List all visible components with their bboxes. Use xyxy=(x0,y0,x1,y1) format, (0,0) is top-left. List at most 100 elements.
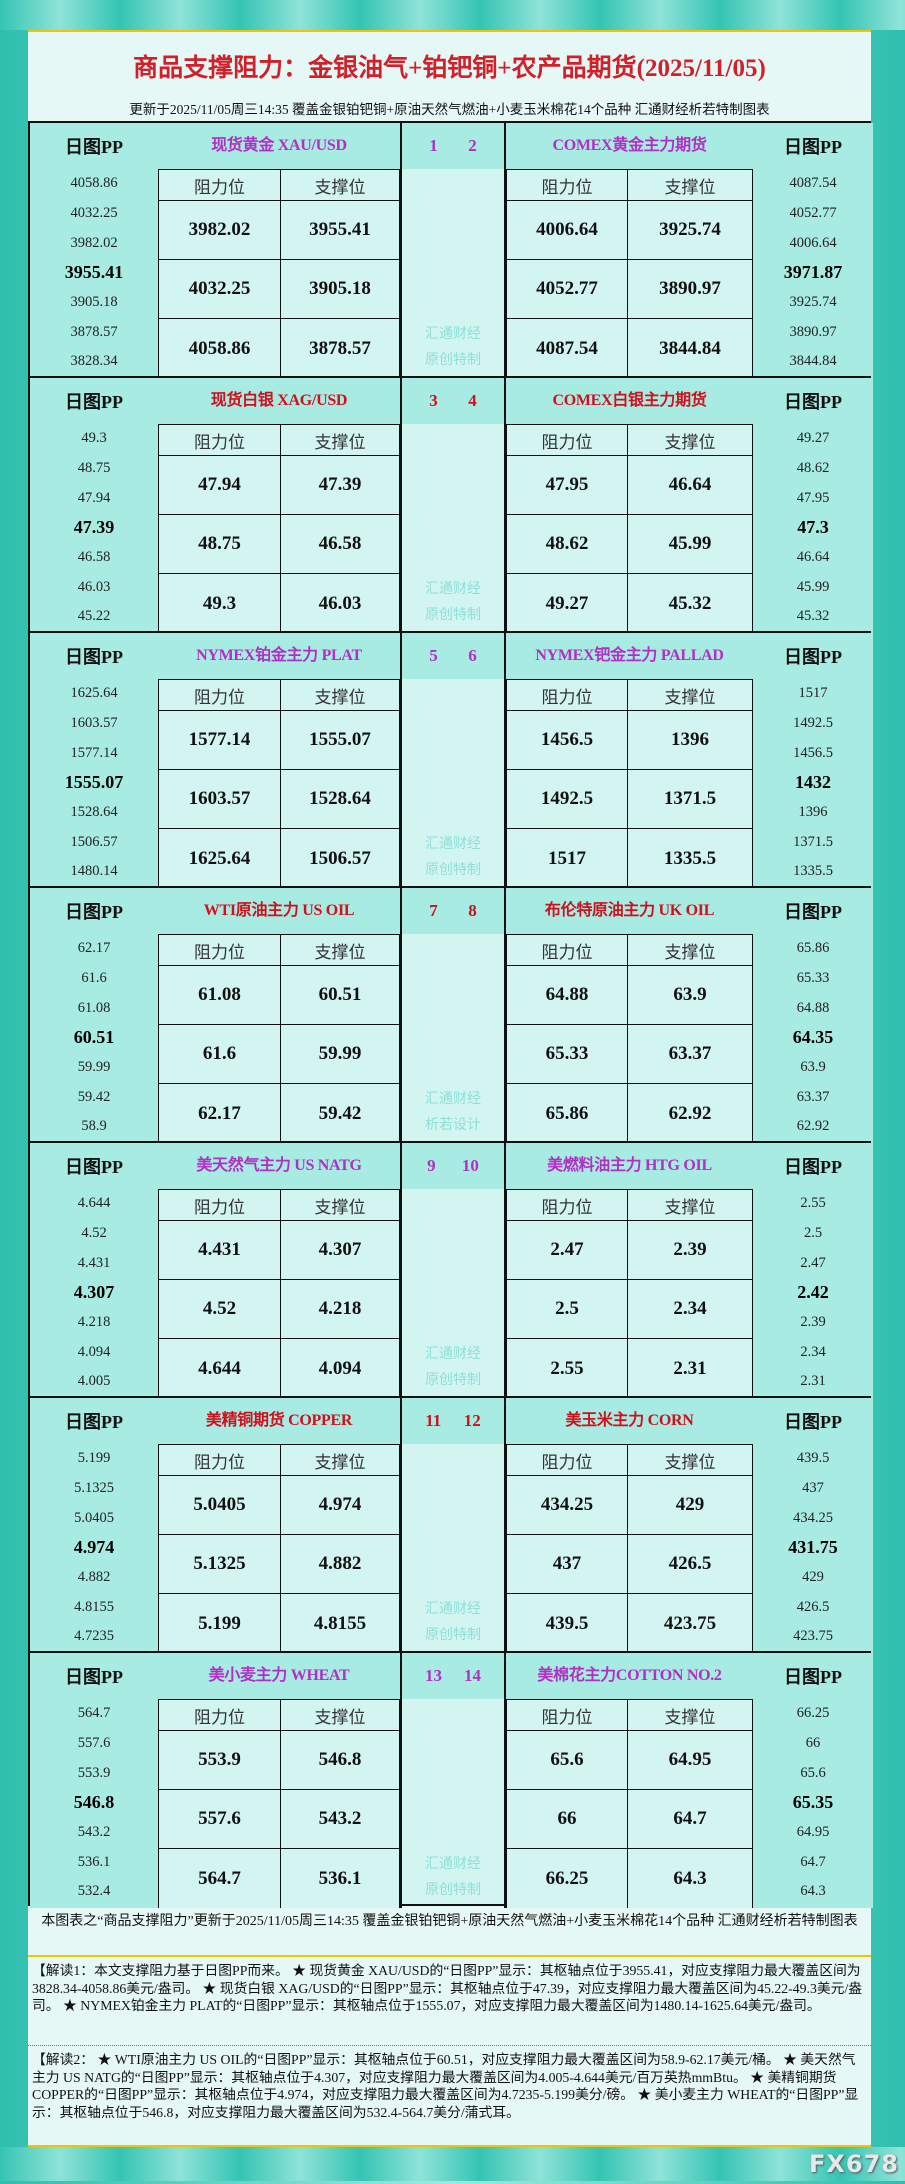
watermark-line: 汇通财经 xyxy=(425,1347,481,1362)
support-value: 46.58 xyxy=(280,514,400,573)
pivot-point-value: 1555.07 xyxy=(64,772,124,793)
pivot-level-value: 58.9 xyxy=(81,1118,107,1135)
support-value: 429 xyxy=(627,1475,753,1534)
pivot-level-value: 423.75 xyxy=(793,1628,833,1645)
support-header: 支撑位 xyxy=(280,679,400,710)
pivot-column-right: 日图PP 4087.54 4052.77 4006.64 3971.87 3925.74 3… xyxy=(753,123,873,378)
watermark: 汇通财经 原创特制 xyxy=(402,1852,504,1908)
pivot-header: 日图PP xyxy=(65,647,123,667)
watermark-line: 原创特制 xyxy=(425,1628,481,1643)
pivot-point-value: 4.307 xyxy=(73,1282,115,1303)
resistance-value: 1456.5 xyxy=(506,710,627,769)
watermark: 汇通财经 原创特制 xyxy=(402,1342,504,1398)
pivot-level-value: 4.8155 xyxy=(74,1598,114,1615)
instrument-name-left: 美精铜期货 COPPER xyxy=(158,1398,400,1444)
instrument-number: 3 xyxy=(429,391,438,410)
commodity-table: 日图PP 4058.86 4032.25 3982.02 3955.41 3905.18 3… xyxy=(28,121,873,1908)
watermark-line: 汇通财经 xyxy=(425,837,481,852)
pivot-header: 日图PP xyxy=(65,137,123,157)
pivot-level-value: 49.3 xyxy=(81,430,107,447)
resistance-header: 阻力位 xyxy=(158,169,280,200)
support-value: 2.39 xyxy=(627,1220,753,1279)
support-value: 3844.84 xyxy=(627,318,753,378)
instrument-number: 6 xyxy=(468,646,477,665)
pivot-point-value: 431.75 xyxy=(788,1537,838,1558)
support-value: 4.974 xyxy=(280,1475,400,1534)
pivot-column-right: 日图PP 49.27 48.62 47.95 47.3 46.64 45.99 45.32 xyxy=(753,378,873,633)
support-value: 546.8 xyxy=(280,1730,400,1789)
resistance-header: 阻力位 xyxy=(506,679,627,710)
resistance-header: 阻力位 xyxy=(506,169,627,200)
commodity-block: 日图PP 1625.64 1603.57 1577.14 1555.07 1528.64 1… xyxy=(28,631,873,888)
support-value: 4.094 xyxy=(280,1338,400,1398)
instrument-name-right: NYMEX钯金主力 PALLAD xyxy=(506,633,753,679)
pivot-level-value: 429 xyxy=(802,1569,824,1586)
pivot-level-value: 564.7 xyxy=(77,1705,111,1722)
support-value: 3925.74 xyxy=(627,200,753,259)
resistance-value: 1517 xyxy=(506,828,627,888)
support-value: 64.3 xyxy=(627,1848,753,1908)
pivot-level-value: 553.9 xyxy=(77,1764,111,1781)
pivot-level-value: 4052.77 xyxy=(789,205,837,222)
pivot-header: 日图PP xyxy=(65,1667,123,1687)
support-header: 支撑位 xyxy=(280,1444,400,1475)
resistance-value: 48.75 xyxy=(158,514,280,573)
interpretation-1: 【解读1：本文支撑阻力基于日图PP而来。 ★ 现货黄金 XAU/USD的“日图P… xyxy=(28,1957,871,2046)
pivot-level-value: 49.27 xyxy=(796,430,830,447)
pivot-column-right: 日图PP 66.25 66 65.6 65.35 64.95 64.7 64.3 xyxy=(753,1653,873,1908)
instrument-number: 7 xyxy=(429,901,438,920)
resistance-value: 1625.64 xyxy=(158,828,280,888)
pivot-header: 日图PP xyxy=(784,392,842,412)
pivot-level-value: 434.25 xyxy=(793,1509,833,1526)
resistance-header: 阻力位 xyxy=(506,934,627,965)
pivot-point-value: 60.51 xyxy=(73,1027,115,1048)
watermark-line: 汇通财经 xyxy=(425,1602,481,1617)
instrument-number: 13 xyxy=(425,1666,442,1685)
resistance-header: 阻力位 xyxy=(506,1444,627,1475)
instrument-name-left: 现货黄金 XAU/USD xyxy=(158,123,400,169)
pivot-level-value: 437 xyxy=(802,1480,824,1497)
pivot-point-value: 47.39 xyxy=(73,517,115,538)
pivot-level-value: 1480.14 xyxy=(70,863,118,880)
support-value: 3890.97 xyxy=(627,259,753,318)
resistance-value: 437 xyxy=(506,1534,627,1593)
watermark-line: 原创特制 xyxy=(425,1883,481,1898)
resistance-header: 阻力位 xyxy=(506,424,627,455)
pivot-point-value: 47.3 xyxy=(797,517,829,538)
chart-panel: 商品支撑阻力：金银油气+铂钯铜+农产品期货(2025/11/05) 更新于202… xyxy=(28,30,873,2147)
resistance-value: 48.62 xyxy=(506,514,627,573)
instrument-name-right: 布伦特原油主力 UK OIL xyxy=(506,888,753,934)
instrument-name-left: 现货白银 XAG/USD xyxy=(158,378,400,424)
pivot-column-left: 日图PP 4058.86 4032.25 3982.02 3955.41 3905.18 3… xyxy=(30,123,158,378)
pivot-level-value: 3828.34 xyxy=(70,353,118,370)
support-value: 59.42 xyxy=(280,1083,400,1143)
pivot-level-value: 65.33 xyxy=(796,970,830,987)
support-value: 3878.57 xyxy=(280,318,400,378)
commodity-block: 日图PP 4058.86 4032.25 3982.02 3955.41 3905.18 3… xyxy=(28,121,873,378)
resistance-header: 阻力位 xyxy=(506,1189,627,1220)
center-column: 5 6 汇通财经 原创特制 xyxy=(400,633,506,888)
instrument-name-right: COMEX黄金主力期货 xyxy=(506,123,753,169)
support-value: 3905.18 xyxy=(280,259,400,318)
resistance-header: 阻力位 xyxy=(506,1699,627,1730)
resistance-value: 553.9 xyxy=(158,1730,280,1789)
support-value: 4.307 xyxy=(280,1220,400,1279)
commodity-block: 日图PP 5.199 5.1325 5.0405 4.974 4.882 4.8155 4.7… xyxy=(28,1396,873,1653)
resistance-value: 5.199 xyxy=(158,1593,280,1653)
support-header: 支撑位 xyxy=(627,424,753,455)
watermark-line: 原创特制 xyxy=(425,863,481,878)
pivot-level-value: 64.3 xyxy=(800,1883,826,1900)
pivot-level-value: 2.39 xyxy=(800,1314,826,1331)
instrument-name-left: 美天然气主力 US NATG xyxy=(158,1143,400,1189)
pivot-level-value: 1517 xyxy=(798,685,828,702)
support-value: 1396 xyxy=(627,710,753,769)
support-header: 支撑位 xyxy=(627,1189,753,1220)
resistance-header: 阻力位 xyxy=(158,934,280,965)
pivot-level-value: 3905.18 xyxy=(70,294,118,311)
resistance-value: 2.47 xyxy=(506,1220,627,1279)
instrument-number: 4 xyxy=(468,391,477,410)
resistance-value: 4.644 xyxy=(158,1338,280,1398)
pivot-level-value: 5.1325 xyxy=(74,1480,114,1497)
pivot-level-value: 46.03 xyxy=(77,578,111,595)
